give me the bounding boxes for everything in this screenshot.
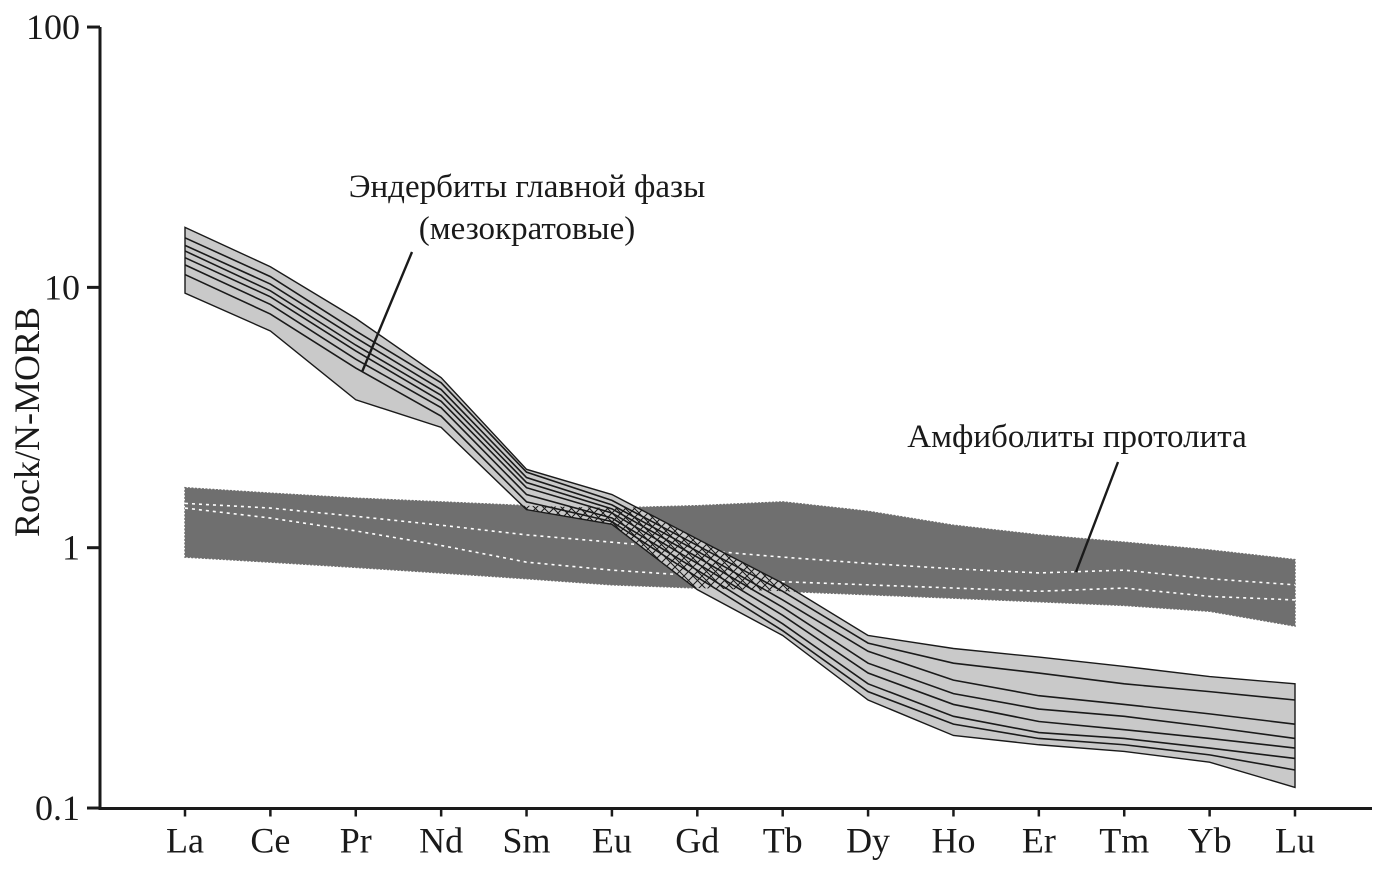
y-tick-label: 0.1 (35, 788, 80, 828)
x-tick-label: Ho (931, 821, 975, 861)
amphibolite-leader-line (1074, 461, 1120, 573)
x-tick-label: Dy (846, 821, 890, 861)
x-tick-label: Ce (250, 821, 290, 861)
enderbite-sample-line (184, 256, 1296, 749)
x-tick-label: Er (1022, 821, 1056, 861)
enderbite-leader-line (360, 251, 414, 373)
x-tick-label: Lu (1275, 821, 1315, 861)
x-tick-label: Tm (1099, 821, 1149, 861)
enderbite-annotation-line1: Эндербиты главной фазы (348, 169, 706, 205)
x-tick-label: Gd (675, 821, 719, 861)
y-tick-label: 100 (26, 7, 80, 47)
x-tick-label: Sm (503, 821, 551, 861)
enderbite-annotation-line2: (мезократовые) (418, 211, 636, 248)
y-tick-label: 10 (44, 267, 80, 307)
x-tick-label: Nd (419, 821, 463, 861)
amphibolite-annotation: Амфиболиты протолита (907, 419, 1247, 455)
enderbite-sample-line (184, 237, 1296, 701)
x-tick-label: Pr (340, 821, 372, 861)
enderbite-sample-line (184, 244, 1296, 725)
enderbite-sample-line (184, 264, 1296, 760)
x-tick-label: Eu (592, 821, 632, 861)
x-tick-label: Yb (1188, 821, 1232, 861)
enderbite-band (184, 226, 1296, 789)
x-tick-label: Tb (763, 821, 803, 861)
x-tick-label: La (166, 821, 204, 861)
enderbite-sample-line (184, 273, 1296, 771)
enderbite-annotation: Эндербиты главной фазы (мезократовые) (277, 166, 777, 250)
y-tick-label: 1 (62, 528, 80, 568)
y-axis-title: Rock/N-MORB (7, 307, 47, 538)
